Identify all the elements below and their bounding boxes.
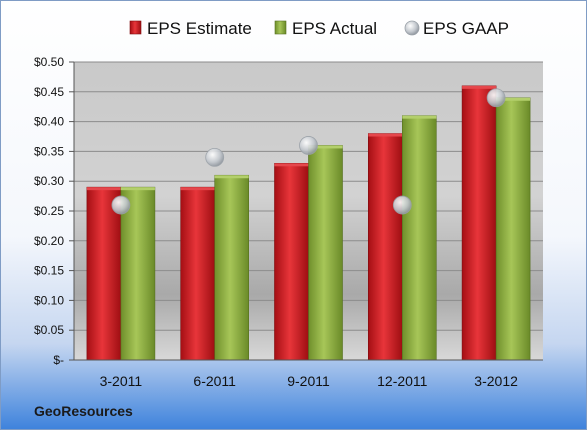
bar-eps-estimate <box>367 133 403 361</box>
y-tick-label: $0.45 <box>34 85 64 99</box>
x-tick-label: 3-2012 <box>474 373 518 389</box>
x-tick-label: 6-2011 <box>193 373 236 389</box>
x-tick-label: 12-2011 <box>377 373 428 389</box>
gaap-markers <box>111 88 506 215</box>
company-name: GeoResources <box>34 403 133 419</box>
bar-eps-estimate <box>180 186 215 361</box>
bar-eps-estimate-cap <box>462 85 497 89</box>
x-tick-label: 3-2011 <box>100 373 143 389</box>
y-tick-label: $0.20 <box>34 234 64 248</box>
marker-eps-gaap <box>205 147 225 167</box>
bar-eps-actual-cap <box>402 115 437 119</box>
x-tick-label: 9-2011 <box>287 373 330 389</box>
bar-eps-actual <box>401 115 437 361</box>
bar-eps-actual <box>308 145 343 361</box>
legend-eps-gaap-swatch <box>404 20 420 36</box>
bar-eps-estimate-cap <box>180 187 215 191</box>
bar-eps-estimate-cap <box>86 187 121 191</box>
bar-eps-actual-cap <box>496 97 531 101</box>
marker-eps-gaap <box>111 195 131 215</box>
marker-eps-gaap <box>486 88 506 108</box>
bar-eps-estimate <box>86 186 122 361</box>
bar-eps-actual <box>120 186 156 361</box>
y-tick-label: $0.50 <box>34 55 64 69</box>
bar-eps-actual <box>495 97 531 361</box>
marker-eps-gaap <box>392 195 412 215</box>
bar-eps-actual-cap <box>214 175 249 179</box>
bar-eps-estimate-cap <box>274 163 309 167</box>
bars <box>86 85 531 361</box>
marker-eps-gaap <box>299 136 318 155</box>
y-tick-label: $0.15 <box>34 264 64 278</box>
legend-eps-actual-swatch <box>274 20 287 35</box>
legend-eps-actual-label: EPS Actual <box>292 19 377 38</box>
legend: EPS Estimate EPS Actual EPS GAAP <box>129 19 509 38</box>
bar-eps-actual-cap <box>120 187 155 191</box>
y-tick-label: $0.25 <box>34 204 64 218</box>
y-tick-label: $- <box>53 353 64 367</box>
y-tick-label: $0.10 <box>34 293 64 307</box>
y-tick-label: $0.40 <box>34 115 64 129</box>
legend-eps-gaap-label: EPS GAAP <box>423 19 509 38</box>
y-tick-label: $0.30 <box>34 174 64 188</box>
legend-eps-estimate-label: EPS Estimate <box>147 19 252 38</box>
bar-eps-actual <box>214 174 249 361</box>
legend-eps-estimate-swatch <box>129 20 142 35</box>
bar-eps-estimate <box>461 85 497 361</box>
y-tick-label: $0.05 <box>34 323 64 337</box>
bar-eps-estimate-cap <box>368 133 403 137</box>
y-tick-label: $0.35 <box>34 144 64 158</box>
bar-eps-estimate <box>274 163 309 361</box>
axes: $- $0.05 $0.10 $0.15 $0.20 $0.25 $0.30 $0.35 $0.… <box>34 55 543 389</box>
bar-eps-actual-cap <box>308 145 343 149</box>
